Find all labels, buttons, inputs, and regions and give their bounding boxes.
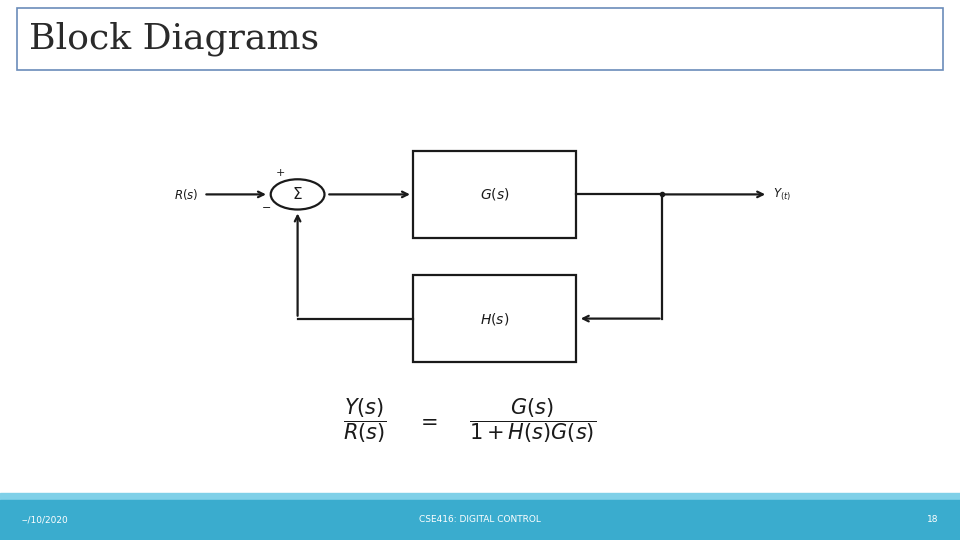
Bar bbox=[0, 493, 960, 500]
Bar bbox=[413, 275, 576, 362]
Text: $\Sigma$: $\Sigma$ bbox=[292, 186, 303, 202]
Text: $Y_{(t)}$: $Y_{(t)}$ bbox=[773, 186, 791, 202]
Text: $R(s)$: $R(s)$ bbox=[175, 187, 199, 202]
Text: CSE416: DIGITAL CONTROL: CSE416: DIGITAL CONTROL bbox=[420, 515, 540, 524]
FancyBboxPatch shape bbox=[17, 8, 943, 70]
Text: +: + bbox=[276, 168, 285, 178]
Text: $G(s)$: $G(s)$ bbox=[480, 186, 509, 202]
Text: $H(s)$: $H(s)$ bbox=[480, 310, 509, 327]
Text: $=$: $=$ bbox=[417, 411, 438, 431]
Bar bbox=[413, 151, 576, 238]
Text: $\dfrac{G(s)}{1+H(s)G(s)}$: $\dfrac{G(s)}{1+H(s)G(s)}$ bbox=[469, 397, 596, 445]
Text: $\dfrac{Y(s)}{R(s)}$: $\dfrac{Y(s)}{R(s)}$ bbox=[343, 397, 387, 445]
Text: $-$: $-$ bbox=[261, 201, 271, 211]
Text: --/10/2020: --/10/2020 bbox=[21, 515, 68, 524]
Text: Block Diagrams: Block Diagrams bbox=[29, 22, 319, 56]
Bar bbox=[0, 500, 960, 540]
Text: 18: 18 bbox=[927, 515, 939, 524]
